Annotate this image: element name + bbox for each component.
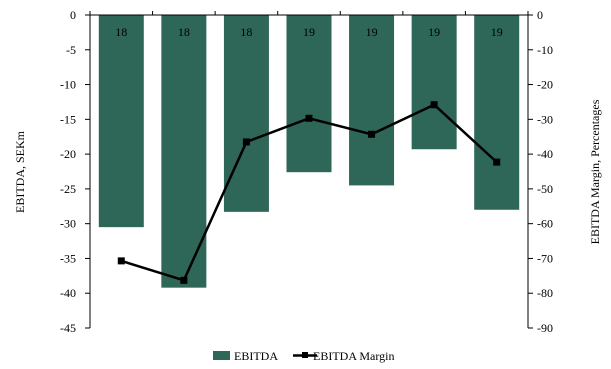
legend-label-ebitda: EBITDA bbox=[234, 349, 278, 363]
right-tick-label-9: -90 bbox=[537, 321, 553, 335]
axes-layer: 0 -5 -10 -15 -20 -25 -30 -35 -40 -45 0 -10 -20 -30 -40… bbox=[60, 8, 553, 335]
bar-ebitda-1 bbox=[161, 15, 207, 288]
left-tick-label-1: -5 bbox=[66, 43, 76, 57]
point-ebitda-margin-1 bbox=[180, 276, 188, 284]
margin-line-layer bbox=[117, 101, 501, 284]
bars-layer: 18 18 18 19 19 19 19 bbox=[98, 15, 520, 288]
bar-ebitda-0 bbox=[98, 15, 144, 228]
point-ebitda-margin-6 bbox=[493, 158, 501, 166]
right-tick-label-8: -80 bbox=[537, 286, 553, 300]
left-tick-label-7: -35 bbox=[60, 251, 76, 265]
left-axis-title: EBITDA, SEKm bbox=[13, 130, 27, 213]
right-tick-label-4: -40 bbox=[537, 147, 553, 161]
bar-ebitda-6 bbox=[474, 15, 520, 210]
right-tick-label-6: -60 bbox=[537, 217, 553, 231]
right-tick-label-5: -50 bbox=[537, 182, 553, 196]
point-ebitda-margin-2 bbox=[242, 138, 250, 146]
legend: EBITDA EBITDA Margin bbox=[213, 349, 394, 363]
point-ebitda-margin-0 bbox=[117, 257, 125, 265]
bar-ebitda-2 bbox=[223, 15, 269, 212]
bar-label-3: 19 bbox=[303, 25, 315, 39]
left-tick-label-9: -45 bbox=[60, 321, 76, 335]
right-tick-label-7: -70 bbox=[537, 251, 553, 265]
bar-ebitda-5 bbox=[411, 15, 457, 150]
left-tick-label-5: -25 bbox=[60, 182, 76, 196]
right-axis-title: EBITDA Margin, Percentages bbox=[588, 99, 602, 244]
bar-ebitda-4 bbox=[349, 15, 395, 186]
left-tick-label-3: -15 bbox=[60, 112, 76, 126]
right-tick-label-3: -30 bbox=[537, 112, 553, 126]
legend-swatch-margin-marker bbox=[302, 352, 308, 358]
point-ebitda-margin-4 bbox=[368, 130, 376, 138]
left-tick-label-0: 0 bbox=[70, 8, 76, 22]
right-tick-label-0: 0 bbox=[537, 8, 543, 22]
bar-label-0: 18 bbox=[115, 25, 127, 39]
bar-label-1: 18 bbox=[178, 25, 190, 39]
bar-label-2: 18 bbox=[240, 25, 252, 39]
legend-label-margin: EBITDA Margin bbox=[313, 349, 394, 363]
left-tick-label-6: -30 bbox=[60, 217, 76, 231]
right-tick-label-1: -10 bbox=[537, 43, 553, 57]
left-tick-label-8: -40 bbox=[60, 286, 76, 300]
bar-ebitda-3 bbox=[286, 15, 332, 173]
left-tick-label-4: -20 bbox=[60, 147, 76, 161]
legend-swatch-ebitda bbox=[213, 351, 230, 360]
bar-label-6: 19 bbox=[491, 25, 503, 39]
left-tick-label-2: -10 bbox=[60, 78, 76, 92]
bar-label-4: 19 bbox=[366, 25, 378, 39]
bar-label-5: 19 bbox=[428, 25, 440, 39]
point-ebitda-margin-3 bbox=[305, 114, 313, 122]
right-tick-label-2: -20 bbox=[537, 78, 553, 92]
point-ebitda-margin-5 bbox=[430, 101, 438, 109]
